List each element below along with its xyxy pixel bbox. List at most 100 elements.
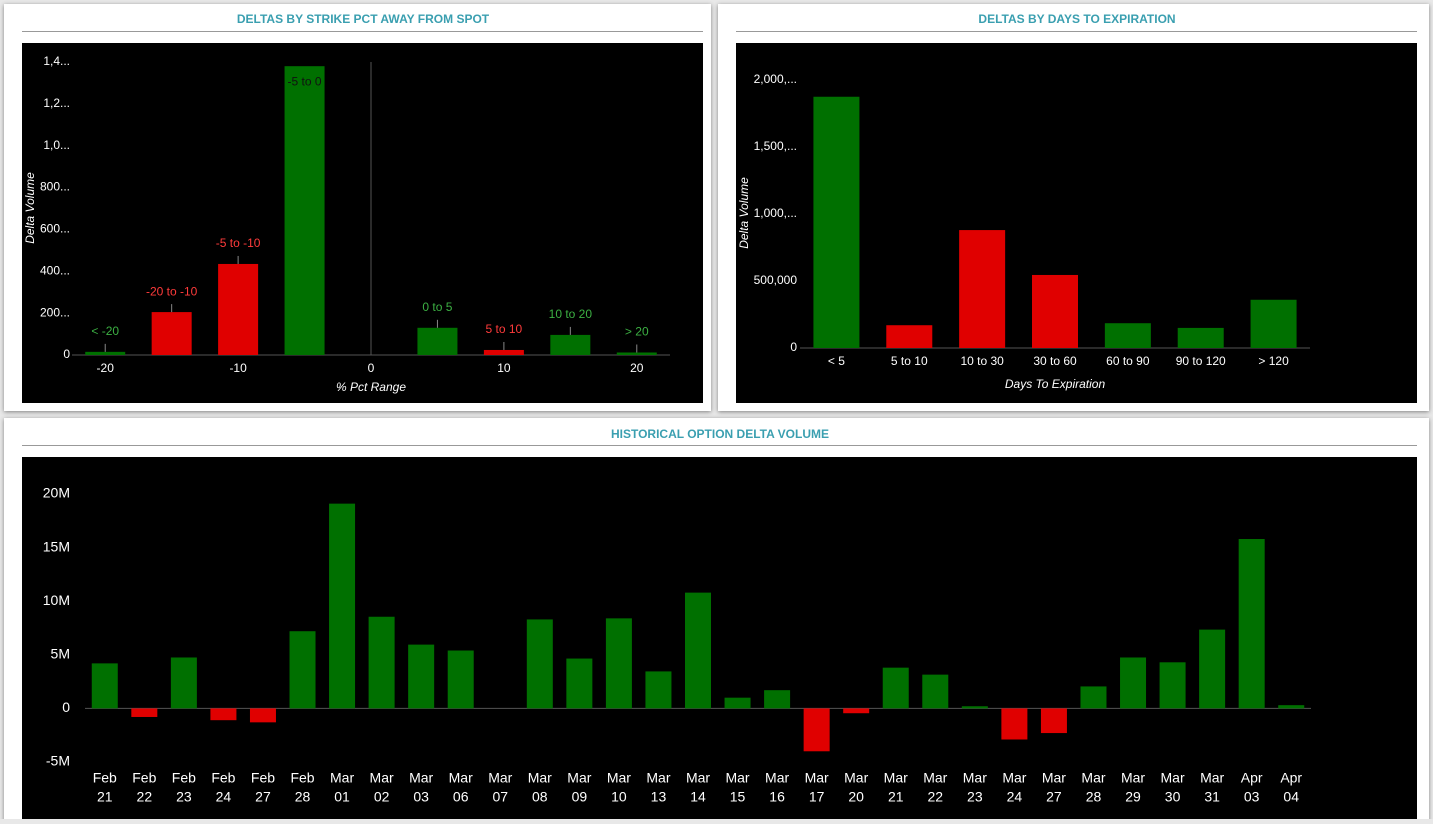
bar-label: -5 to 0 <box>288 74 322 88</box>
x-tick-label: Mar <box>963 770 987 786</box>
x-tick-label: 13 <box>651 789 667 805</box>
bar <box>210 708 237 721</box>
x-tick-label: Mar <box>409 770 433 786</box>
x-tick-label: Mar <box>528 770 552 786</box>
bar <box>85 351 126 355</box>
x-tick-label: 20 <box>848 789 864 805</box>
y-tick-label: 5M <box>51 646 70 662</box>
x-tick-label: Mar <box>1161 770 1185 786</box>
x-tick-label: Mar <box>607 770 631 786</box>
x-tick-label: 23 <box>967 789 983 805</box>
bar <box>1238 539 1265 709</box>
x-tick-label: Mar <box>488 770 512 786</box>
bar-label: < -20 <box>91 324 119 338</box>
x-tick-label: 02 <box>374 789 390 805</box>
x-tick-label: 07 <box>492 789 508 805</box>
x-tick-label: Mar <box>725 770 749 786</box>
x-tick-label: Mar <box>844 770 868 786</box>
x-tick-label: 30 to 60 <box>1033 354 1077 368</box>
bar <box>645 671 672 709</box>
x-tick-label: 01 <box>334 789 350 805</box>
y-tick-label: 0 <box>63 347 70 361</box>
y-tick-label: 15M <box>43 538 70 554</box>
bar <box>483 349 524 355</box>
y-tick-label: 600... <box>40 222 70 236</box>
x-tick-label: 03 <box>1244 789 1260 805</box>
bar <box>289 631 316 709</box>
x-tick-label: 22 <box>928 789 944 805</box>
x-tick-label: 30 <box>1165 789 1181 805</box>
y-tick-label: 2,000,... <box>754 72 797 86</box>
bar <box>843 708 870 714</box>
x-tick-label: 90 to 120 <box>1176 354 1226 368</box>
bar <box>151 312 192 355</box>
bar <box>1080 686 1107 709</box>
bar-label: -20 to -10 <box>146 284 198 298</box>
bar-label: 0 to 5 <box>422 300 452 314</box>
bar <box>605 618 632 709</box>
bar <box>417 327 458 355</box>
bar <box>1032 274 1078 348</box>
x-tick-label: 08 <box>532 789 548 805</box>
chart-title: DELTAS BY STRIKE PCT AWAY FROM SPOT <box>237 12 490 26</box>
x-tick-label: Feb <box>251 770 275 786</box>
x-tick-label: 20 <box>630 361 644 375</box>
bar <box>1159 662 1186 709</box>
bar <box>284 66 325 355</box>
y-tick-label: 20M <box>43 485 70 501</box>
x-tick-label: 24 <box>216 789 232 805</box>
x-tick-label: Mar <box>686 770 710 786</box>
x-tick-label: 22 <box>137 789 153 805</box>
bar <box>249 708 276 723</box>
bar <box>218 263 259 355</box>
x-tick-label: Feb <box>93 770 117 786</box>
bar <box>566 658 593 709</box>
x-tick-label: Apr <box>1280 770 1302 786</box>
plot-background <box>22 457 1417 819</box>
x-tick-label: Mar <box>1081 770 1105 786</box>
plot-background <box>22 43 703 403</box>
bar <box>408 644 435 709</box>
x-tick-label: -10 <box>229 361 247 375</box>
bar <box>961 706 988 709</box>
x-tick-label: Mar <box>884 770 908 786</box>
x-tick-label: 27 <box>255 789 271 805</box>
x-tick-label: 21 <box>97 789 113 805</box>
x-tick-label: 14 <box>690 789 706 805</box>
x-tick-label: 03 <box>413 789 429 805</box>
x-tick-label: 17 <box>809 789 825 805</box>
x-axis-label: % Pct Range <box>336 380 406 394</box>
chart-title: HISTORICAL OPTION DELTA VOLUME <box>611 427 829 441</box>
bar <box>329 503 356 709</box>
x-tick-label: 15 <box>730 789 746 805</box>
y-tick-label: 200... <box>40 305 70 319</box>
x-tick-label: Mar <box>1200 770 1224 786</box>
bar-label: > 20 <box>625 325 649 339</box>
y-tick-label: 0 <box>62 699 70 715</box>
x-tick-label: 27 <box>1046 789 1062 805</box>
bar <box>764 690 791 709</box>
bar <box>959 230 1006 348</box>
x-tick-label: 60 to 90 <box>1106 354 1150 368</box>
x-tick-label: 31 <box>1204 789 1220 805</box>
y-tick-label: 800... <box>40 180 70 194</box>
bar <box>526 619 553 709</box>
x-tick-label: Mar <box>449 770 473 786</box>
bar <box>1104 323 1151 348</box>
x-tick-label: 23 <box>176 789 192 805</box>
y-tick-label: 10M <box>43 592 70 608</box>
x-tick-label: Mar <box>1002 770 1026 786</box>
x-tick-label: 10 to 30 <box>960 354 1004 368</box>
x-tick-label: -20 <box>97 361 115 375</box>
x-tick-label: Feb <box>211 770 235 786</box>
y-axis-label: Delta Volume <box>737 177 751 249</box>
x-tick-label: Mar <box>646 770 670 786</box>
x-tick-label: Mar <box>567 770 591 786</box>
bar <box>886 325 933 348</box>
x-tick-label: 21 <box>888 789 904 805</box>
x-tick-label: 10 <box>611 789 627 805</box>
x-tick-label: Feb <box>290 770 314 786</box>
bar <box>1177 327 1224 348</box>
bar <box>368 616 395 709</box>
